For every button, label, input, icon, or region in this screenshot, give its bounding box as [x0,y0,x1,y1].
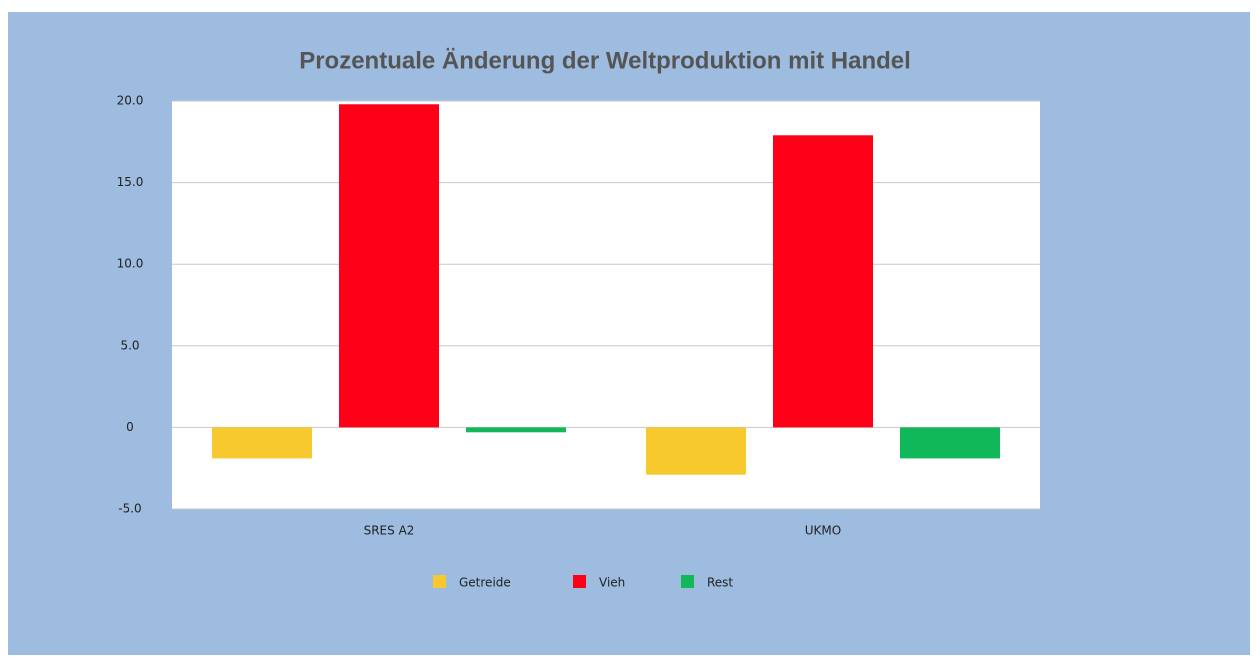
legend-label: Getreide [459,576,511,590]
x-tick-label: UKMO [805,524,841,538]
plot-area [172,101,1040,509]
legend-swatch [681,575,694,588]
bar [646,427,746,475]
bar [900,427,1000,459]
y-tick-label: 0 [126,420,134,434]
bar [466,427,566,433]
y-tick-label: 20.0 [117,94,144,108]
bar [773,135,873,428]
legend-swatch [573,575,586,588]
legend-label: Vieh [599,576,625,590]
chart-title: Prozentuale Änderung der Weltproduktion … [299,47,911,74]
y-tick-label: 10.0 [117,257,144,271]
bar [212,427,312,459]
legend-swatch [433,575,446,588]
y-tick-label: 5.0 [120,338,139,352]
bar [339,104,439,428]
y-tick-label: 15.0 [117,175,144,189]
legend-label: Rest [707,576,733,590]
x-tick-label: SRES A2 [364,524,415,538]
y-tick-label: -5.0 [118,502,141,516]
